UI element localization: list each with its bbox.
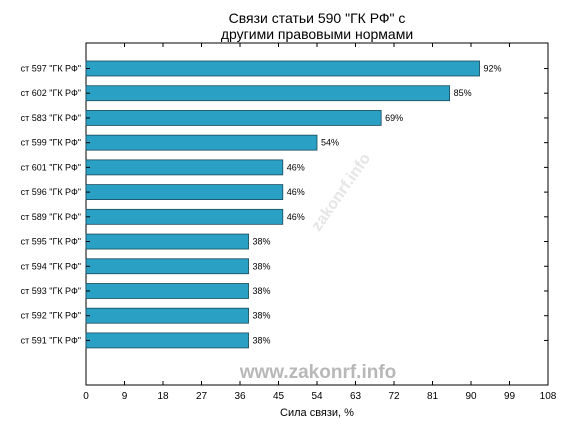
plot-area: 0 9 18 27 36 45 54 63 72 81 90 99 108 ст 597 "ГК РФ"… [21, 42, 557, 402]
x-tick-label: 45 [273, 391, 285, 402]
value-label: 38% [253, 261, 271, 271]
x-tick-label: 81 [427, 391, 439, 402]
x-tick-label: 0 [83, 391, 89, 402]
value-label: 46% [287, 187, 305, 197]
value-label: 38% [253, 286, 271, 296]
x-tick-label: 108 [540, 391, 557, 402]
value-label: 38% [253, 335, 271, 345]
x-tick-label: 99 [504, 391, 516, 402]
value-label: 85% [454, 88, 472, 98]
value-label: 38% [253, 237, 271, 247]
category-label: ст 594 "ГК РФ" [21, 261, 81, 271]
category-label: ст 593 "ГК РФ" [21, 286, 81, 296]
x-tick-label: 18 [157, 391, 169, 402]
x-tick-label: 36 [234, 391, 246, 402]
value-label: 46% [287, 212, 305, 222]
chart-title-line-2: другими правовыми нормами [221, 26, 413, 42]
category-label: ст 591 "ГК РФ" [21, 335, 81, 345]
value-label: 69% [385, 113, 403, 123]
value-label: 38% [253, 311, 271, 321]
bar [85, 85, 451, 102]
category-label: ст 583 "ГК РФ" [21, 113, 81, 123]
value-label: 54% [321, 138, 339, 148]
bar [85, 60, 480, 77]
category-label: ст 595 "ГК РФ" [21, 237, 81, 247]
category-label: ст 592 "ГК РФ" [21, 311, 81, 321]
bar [85, 159, 284, 176]
watermark-diagonal: zakonrf.info [308, 150, 374, 234]
category-label: ст 589 "ГК РФ" [21, 212, 81, 222]
x-tick-label: 72 [388, 391, 400, 402]
bar [85, 258, 249, 275]
category-label: ст 597 "ГК РФ" [21, 64, 81, 74]
x-axis-label: Сила связи, % [280, 407, 354, 419]
bar [85, 184, 284, 201]
category-label: ст 602 "ГК РФ" [21, 88, 81, 98]
bars: ст 597 "ГК РФ" 92% ст 602 "ГК РФ" 85% ст 583… [21, 60, 548, 349]
value-label: 46% [287, 162, 305, 172]
bar [85, 283, 249, 299]
x-axis-ticks: 0 9 18 27 36 45 54 63 72 81 90 99 108 [83, 43, 557, 402]
category-label: ст 599 "ГК РФ" [21, 138, 81, 148]
value-label: 92% [484, 64, 502, 74]
bar [85, 134, 318, 151]
watermark-text: www.zakonrf.info [239, 362, 397, 383]
bar [85, 233, 249, 250]
x-tick-label: 54 [311, 391, 323, 402]
x-tick-label: 90 [465, 391, 477, 402]
chart-title-line-1: Связи статьи 590 "ГК РФ" с [229, 10, 406, 26]
x-tick-label: 63 [350, 391, 362, 402]
category-label: ст 596 "ГК РФ" [21, 187, 81, 197]
bar [85, 332, 249, 349]
category-label: ст 601 "ГК РФ" [21, 162, 81, 172]
bar [85, 307, 249, 324]
bar [85, 208, 284, 225]
bar [85, 110, 382, 126]
x-tick-label: 9 [122, 391, 128, 402]
x-tick-label: 27 [196, 391, 208, 402]
